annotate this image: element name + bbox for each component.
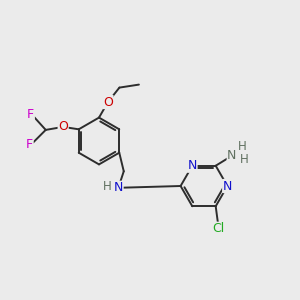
Text: H: H	[103, 180, 111, 193]
Text: F: F	[26, 138, 33, 152]
Text: O: O	[103, 95, 113, 109]
Text: O: O	[58, 120, 68, 134]
Text: N: N	[114, 181, 123, 194]
Text: N: N	[227, 149, 237, 162]
Text: H: H	[237, 140, 246, 153]
Text: N: N	[223, 179, 232, 193]
Text: F: F	[27, 108, 34, 122]
Text: H: H	[239, 153, 248, 166]
Text: Cl: Cl	[212, 222, 224, 235]
Text: N: N	[188, 159, 197, 172]
